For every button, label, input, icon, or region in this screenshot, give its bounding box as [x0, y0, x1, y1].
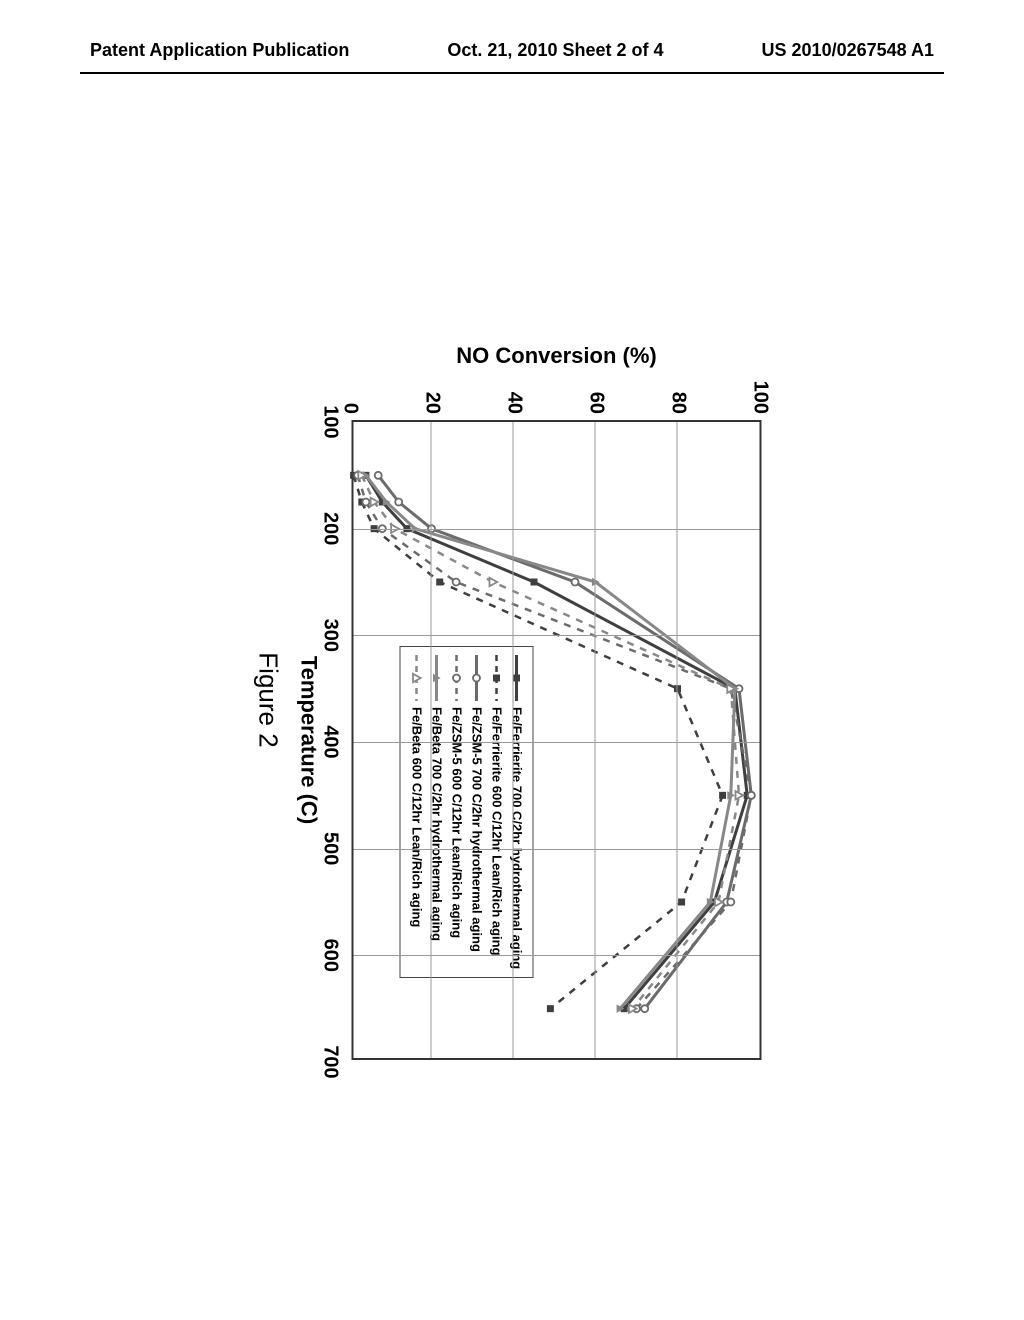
x-tick-label: 500: [319, 832, 342, 865]
series-marker-fe-zsm5-hydro: [395, 499, 402, 506]
series-marker-fe-beta-leanrich: [736, 791, 744, 799]
grid-vertical: [354, 742, 760, 743]
legend: Fe/Ferrierite 700 C/2hr hydrothermal agi…: [400, 646, 534, 978]
series-marker-fe-ferrierite-leanrich: [678, 899, 685, 906]
grid-vertical: [354, 529, 760, 530]
y-tick-label: 80: [667, 364, 690, 414]
series-marker-fe-zsm5-leanrich: [453, 579, 460, 586]
series-marker-fe-ferrierite-leanrich: [436, 579, 443, 586]
y-tick-label: 20: [421, 364, 444, 414]
header-left: Patent Application Publication: [90, 40, 349, 61]
x-tick-label: 700: [319, 1045, 342, 1078]
grid-horizontal: [677, 422, 678, 1058]
y-tick-label: 100: [749, 364, 772, 414]
legend-swatch-icon: [470, 655, 484, 701]
grid-horizontal: [513, 422, 514, 1058]
grid-vertical: [354, 635, 760, 636]
series-marker-fe-zsm5-leanrich: [362, 499, 369, 506]
legend-item: Fe/Ferrierite 600 C/12hr Lean/Rich aging: [487, 655, 507, 969]
figure-label: Figure 2: [253, 250, 284, 1150]
legend-swatch-icon: [410, 655, 424, 701]
legend-swatch-icon: [450, 655, 464, 701]
grid-horizontal: [595, 422, 596, 1058]
y-tick-label: 40: [503, 364, 526, 414]
series-marker-fe-zsm5-hydro: [375, 472, 382, 479]
series-marker-fe-zsm5-hydro: [572, 579, 579, 586]
header-center: Oct. 21, 2010 Sheet 2 of 4: [447, 40, 663, 61]
rotated-figure-container: NO Conversion (%) Temperature (C) Fe/Fer…: [253, 250, 772, 1150]
x-tick-label: 200: [319, 512, 342, 545]
legend-label: Fe/Beta 600 C/12hr Lean/Rich aging: [410, 707, 425, 927]
legend-label: Fe/ZSM-5 700 C/2hr hydrothermal aging: [470, 707, 485, 952]
legend-swatch-icon: [490, 655, 504, 701]
chart-box: NO Conversion (%) Temperature (C) Fe/Fer…: [302, 360, 772, 1090]
chart-outer: NO Conversion (%) Temperature (C) Fe/Fer…: [253, 250, 772, 1150]
series-marker-fe-ferrierite-leanrich: [719, 792, 726, 799]
plot-area: NO Conversion (%) Temperature (C) Fe/Fer…: [352, 420, 762, 1060]
legend-item: Fe/Ferrierite 700 C/2hr hydrothermal agi…: [507, 655, 527, 969]
x-tick-label: 600: [319, 939, 342, 972]
legend-item: Fe/ZSM-5 700 C/2hr hydrothermal aging: [467, 655, 487, 969]
y-axis-title: NO Conversion (%): [456, 343, 656, 369]
grid-vertical: [354, 955, 760, 956]
header-rule: [80, 72, 944, 74]
grid-horizontal: [431, 422, 432, 1058]
legend-item: Fe/ZSM-5 600 C/12hr Lean/Rich aging: [447, 655, 467, 969]
legend-swatch-icon: [430, 655, 444, 701]
series-marker-fe-zsm5-leanrich: [748, 792, 755, 799]
series-marker-fe-ferrierite-leanrich: [674, 685, 681, 692]
series-marker-fe-zsm5-hydro: [641, 1005, 648, 1012]
series-marker-fe-beta-leanrich: [490, 578, 498, 586]
grid-vertical: [354, 849, 760, 850]
series-marker-fe-zsm5-leanrich: [727, 899, 734, 906]
series-marker-fe-ferrierite-leanrich: [547, 1005, 554, 1012]
legend-item: Fe/Beta 600 C/12hr Lean/Rich aging: [407, 655, 427, 969]
page-header: Patent Application Publication Oct. 21, …: [0, 40, 1024, 61]
y-tick-label: 60: [585, 364, 608, 414]
header-right: US 2010/0267548 A1: [762, 40, 934, 61]
x-tick-label: 400: [319, 725, 342, 758]
y-tick-label: 0: [339, 364, 362, 414]
x-tick-label: 300: [319, 619, 342, 652]
legend-label: Fe/Ferrierite 600 C/12hr Lean/Rich aging: [490, 707, 505, 956]
series-marker-fe-beta-leanrich: [715, 898, 723, 906]
series-marker-fe-ferrierite-hydro: [531, 579, 538, 586]
